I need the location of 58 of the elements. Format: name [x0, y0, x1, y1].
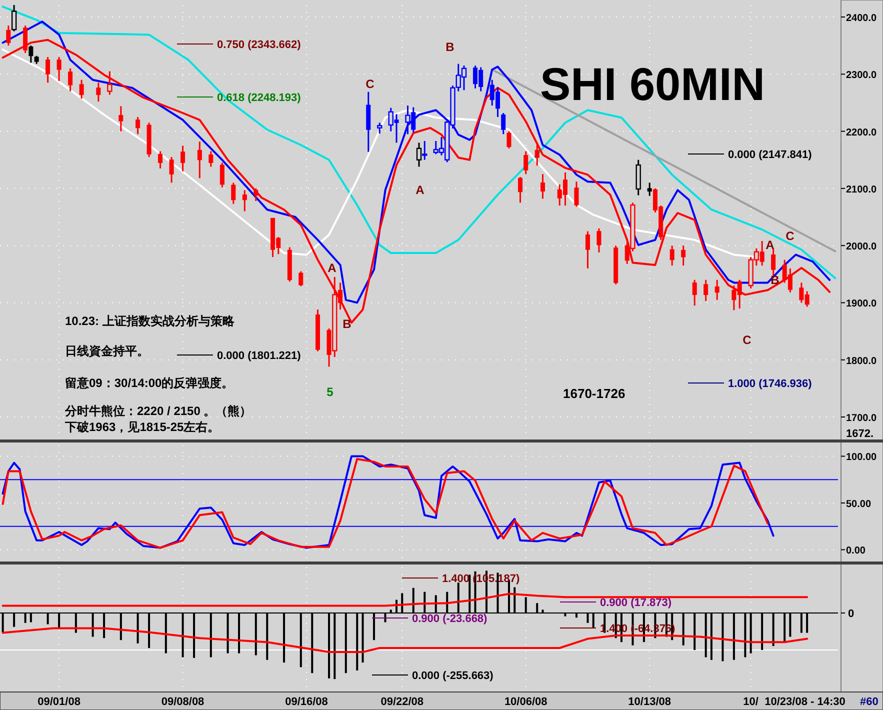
annotation: 日线資金持平。	[65, 344, 149, 358]
y-tick-label: 2000.0	[846, 242, 878, 253]
y-tick-label: 2400.0	[846, 13, 878, 24]
candlestick	[540, 173, 545, 200]
annotation: 0.900 (-23.668)	[412, 613, 488, 625]
annotation: C	[786, 229, 795, 243]
annotation: C	[366, 77, 375, 91]
y-tick-label: 2300.0	[846, 70, 878, 82]
y-tick-label: 1900.0	[846, 298, 878, 310]
y-tick-label: 1700.0	[846, 413, 878, 424]
x-tick-label: 10/06/08	[504, 696, 548, 708]
annotation: 下破1963，见1815-25左右。	[64, 420, 220, 434]
annotation: 1670-1726	[563, 386, 626, 401]
x-tick-label: 09/08/08	[161, 696, 204, 708]
candlestick	[714, 279, 720, 301]
y-tick-label: 2100.0	[846, 184, 878, 196]
annotation: A	[766, 238, 775, 252]
annotation: 10.23: 上证指数实战分析与策略	[65, 314, 236, 328]
candlestick	[197, 140, 202, 179]
x-tick-label: 10/	[743, 696, 758, 708]
x-tick-label: 09/22/08	[380, 696, 424, 708]
y-tick-label: 2200.0	[846, 127, 878, 138]
candlestick	[242, 189, 247, 212]
annotation: 分时牛熊位：2220 / 2150 。（熊）	[64, 404, 252, 418]
annotation: 0.000 (1801.221)	[217, 350, 302, 362]
y-tick-label: 0.00	[846, 546, 866, 557]
annotation: 5	[326, 385, 334, 399]
text: #60	[860, 696, 878, 708]
annotation: A	[416, 183, 425, 197]
x-tick-label: 10/13/08	[628, 696, 672, 708]
text: 1672.	[846, 428, 874, 440]
candlestick	[316, 308, 320, 352]
annotation: B	[446, 40, 455, 54]
annotation: 留意09：30/14:00的反弹强度。	[65, 376, 234, 390]
candlestick	[96, 82, 101, 102]
y-tick-label: 50.00	[846, 498, 872, 510]
annotation: A	[328, 261, 337, 275]
candlestick	[534, 142, 540, 166]
x-tick-label: 09/01/08	[38, 696, 80, 708]
y-tick-label: 100.00	[846, 452, 878, 464]
y-tick-label: 1800.0	[846, 356, 878, 367]
text: 10/23/08 - 14:30	[764, 696, 846, 708]
candlestick	[366, 91, 371, 153]
text: SHI 60MIN	[540, 58, 765, 110]
candlestick	[180, 144, 186, 172]
candlestick	[254, 188, 258, 202]
annotation: 0.000 (-255.663)	[412, 670, 494, 682]
candlestick	[647, 182, 652, 197]
text: 0	[848, 608, 854, 620]
annotation: B	[342, 317, 352, 331]
candlestick	[681, 244, 686, 266]
annotation: C	[742, 333, 752, 347]
annotation: 1.000 (1746.936)	[728, 378, 812, 390]
annotation: 0.750 (2343.662)	[217, 39, 302, 51]
annotation: 0.000 (2147.841)	[728, 149, 812, 161]
x-tick-label: 09/16/08	[285, 696, 328, 708]
annotation: 0.900 (17.873)	[600, 597, 672, 609]
candlestick	[118, 105, 124, 132]
